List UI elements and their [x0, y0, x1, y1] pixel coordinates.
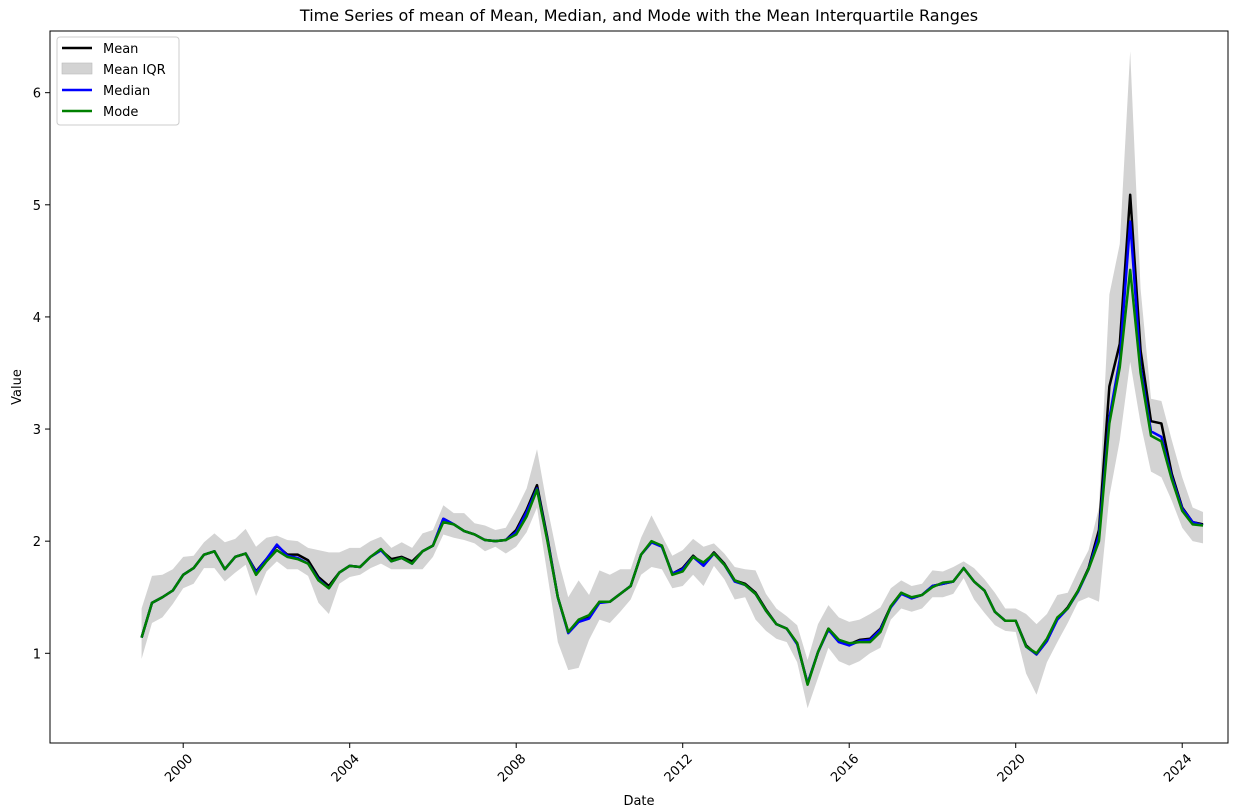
y-axis-label: Value [10, 369, 25, 405]
y-tick-label: 2 [33, 535, 41, 550]
y-tick-label: 3 [33, 423, 41, 438]
y-tick-label: 5 [33, 199, 41, 214]
chart-title: Time Series of mean of Mean, Median, and… [299, 6, 978, 25]
y-tick-label: 1 [33, 647, 41, 662]
legend-label-iqr: Mean IQR [103, 63, 166, 78]
legend-label-mode: Mode [103, 105, 138, 120]
series-lines [140, 193, 1204, 686]
legend-swatch-iqr [61, 62, 93, 75]
series-line-mode [140, 268, 1204, 686]
legend: Mean Mean IQR Median Mode [56, 36, 180, 126]
y-tick-label: 6 [33, 87, 41, 102]
plot-frame [49, 30, 1229, 744]
plot-area [140, 51, 1204, 709]
iqr-band [141, 51, 1204, 709]
legend-box [56, 36, 180, 126]
legend-label-mean: Mean [103, 42, 138, 57]
x-axis-label: Date [623, 794, 654, 809]
y-axis: 1 2 3 4 5 6 [33, 87, 50, 662]
legend-label-median: Median [103, 84, 150, 99]
y-tick-label: 4 [33, 311, 41, 326]
